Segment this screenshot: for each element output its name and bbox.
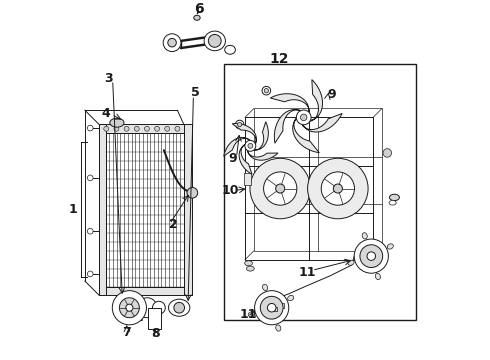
- Circle shape: [238, 122, 242, 127]
- Ellipse shape: [245, 261, 252, 266]
- Circle shape: [260, 296, 283, 319]
- Text: 8: 8: [151, 327, 160, 340]
- Circle shape: [175, 126, 180, 131]
- Polygon shape: [254, 122, 269, 150]
- Polygon shape: [239, 144, 252, 174]
- Circle shape: [208, 35, 221, 47]
- Bar: [245, 117, 373, 260]
- Text: 4: 4: [102, 107, 111, 120]
- Ellipse shape: [225, 45, 235, 54]
- Polygon shape: [293, 118, 319, 153]
- Bar: [99, 125, 105, 295]
- Circle shape: [134, 126, 139, 131]
- Bar: [99, 287, 192, 295]
- Circle shape: [112, 291, 147, 325]
- Bar: [245, 172, 251, 185]
- Text: 2: 2: [170, 217, 178, 231]
- Polygon shape: [247, 150, 278, 160]
- Ellipse shape: [204, 31, 225, 51]
- Circle shape: [300, 114, 307, 121]
- Circle shape: [114, 126, 119, 131]
- Ellipse shape: [387, 244, 393, 249]
- Polygon shape: [224, 138, 250, 156]
- Circle shape: [264, 89, 269, 93]
- Circle shape: [262, 86, 270, 95]
- Circle shape: [187, 188, 197, 198]
- Bar: [99, 125, 192, 134]
- Ellipse shape: [276, 325, 281, 331]
- Circle shape: [354, 239, 389, 273]
- Circle shape: [87, 175, 93, 181]
- Ellipse shape: [194, 15, 200, 20]
- Ellipse shape: [248, 312, 254, 317]
- Polygon shape: [310, 80, 322, 121]
- Circle shape: [104, 126, 109, 131]
- Ellipse shape: [389, 201, 396, 205]
- Text: 12: 12: [269, 52, 289, 66]
- Circle shape: [383, 149, 392, 157]
- Circle shape: [268, 303, 276, 312]
- Ellipse shape: [288, 295, 294, 301]
- Circle shape: [145, 126, 149, 131]
- Circle shape: [264, 172, 297, 205]
- Ellipse shape: [348, 260, 354, 265]
- Circle shape: [163, 34, 181, 51]
- Circle shape: [137, 298, 157, 318]
- Ellipse shape: [362, 233, 368, 239]
- Bar: [276, 303, 284, 309]
- Text: 1: 1: [69, 203, 77, 216]
- Bar: [254, 108, 382, 251]
- Ellipse shape: [169, 299, 190, 316]
- Circle shape: [126, 304, 133, 311]
- Circle shape: [87, 228, 93, 234]
- Circle shape: [333, 184, 343, 193]
- Bar: [184, 125, 192, 295]
- Circle shape: [276, 184, 285, 193]
- Text: 7: 7: [122, 326, 131, 339]
- Text: 6: 6: [194, 2, 203, 16]
- Circle shape: [235, 120, 244, 129]
- Ellipse shape: [263, 284, 268, 291]
- Ellipse shape: [390, 194, 399, 201]
- Text: 11: 11: [298, 266, 316, 279]
- Text: 9: 9: [328, 88, 337, 101]
- Bar: [271, 307, 277, 311]
- Circle shape: [87, 125, 93, 131]
- Circle shape: [248, 143, 253, 148]
- Polygon shape: [232, 123, 256, 144]
- Text: 5: 5: [191, 86, 199, 99]
- Text: 10: 10: [222, 184, 240, 197]
- Ellipse shape: [375, 273, 380, 280]
- Circle shape: [87, 271, 93, 277]
- Circle shape: [255, 291, 289, 325]
- Circle shape: [245, 140, 256, 151]
- Text: 11: 11: [240, 308, 257, 321]
- Text: 9: 9: [228, 152, 237, 165]
- Circle shape: [367, 252, 375, 260]
- Circle shape: [321, 172, 354, 205]
- Circle shape: [308, 158, 368, 219]
- Circle shape: [250, 158, 311, 219]
- Polygon shape: [270, 94, 309, 113]
- Bar: [223, 64, 416, 320]
- Bar: [148, 308, 161, 329]
- Ellipse shape: [110, 118, 124, 127]
- Text: 3: 3: [104, 72, 112, 85]
- Circle shape: [168, 39, 176, 47]
- Circle shape: [154, 126, 160, 131]
- Polygon shape: [302, 113, 342, 132]
- Circle shape: [174, 302, 185, 313]
- Circle shape: [165, 126, 170, 131]
- Polygon shape: [274, 109, 301, 143]
- Bar: [105, 134, 184, 287]
- Circle shape: [120, 298, 139, 318]
- Circle shape: [296, 110, 311, 125]
- Circle shape: [152, 301, 165, 314]
- Circle shape: [124, 126, 129, 131]
- Circle shape: [360, 245, 383, 267]
- Ellipse shape: [246, 266, 254, 271]
